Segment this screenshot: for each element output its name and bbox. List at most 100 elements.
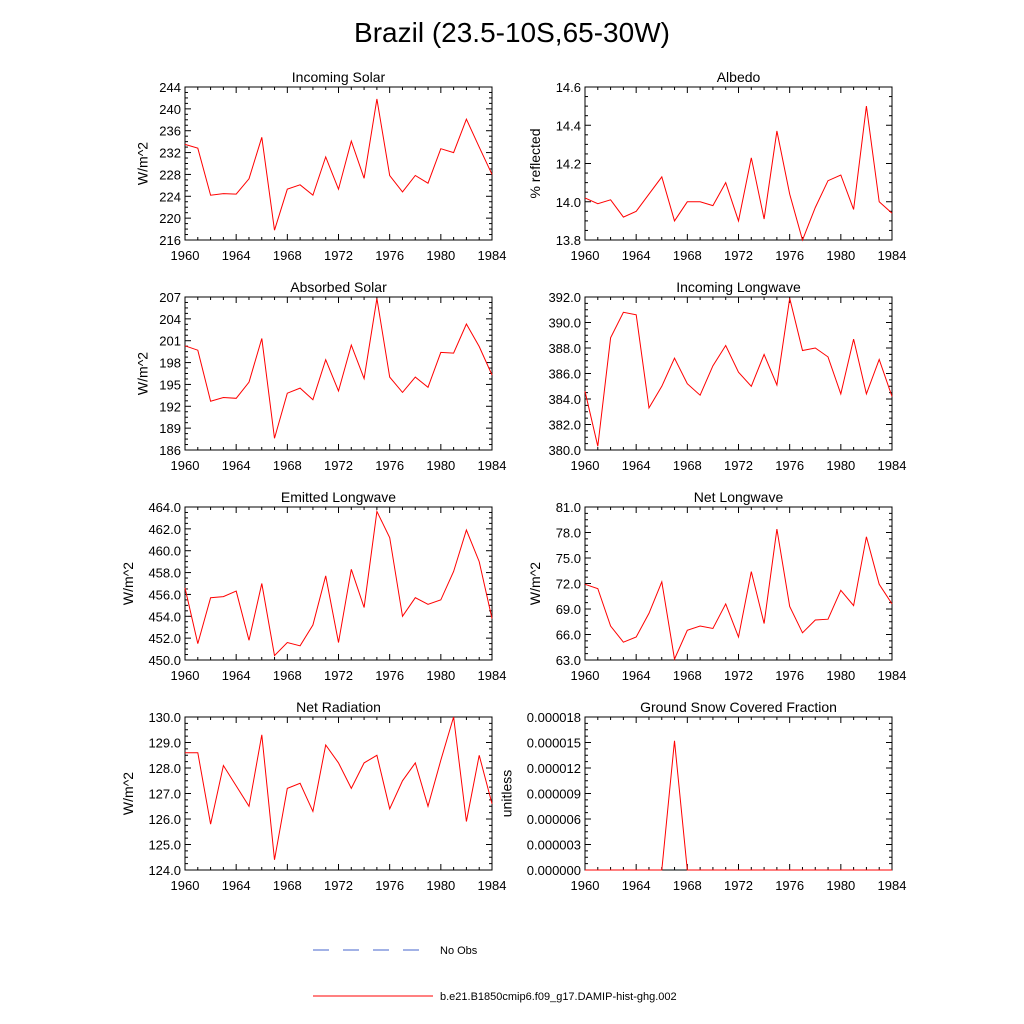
y-tick-label: 232 bbox=[159, 146, 181, 161]
y-tick-label: 192 bbox=[159, 399, 181, 414]
panel-title: Incoming Solar bbox=[292, 69, 386, 85]
y-tick-label: 0.000003 bbox=[527, 838, 581, 853]
y-tick-label: 195 bbox=[159, 377, 181, 392]
y-axis-label: unitless bbox=[498, 770, 514, 817]
y-tick-label: 13.8 bbox=[556, 233, 581, 248]
panel-5: 1960 1964 1968 1972 1976 1980 1984 63.0 66.0 69.0… bbox=[527, 489, 906, 683]
x-tick-label: 1960 bbox=[171, 458, 200, 473]
y-tick-label: 390.0 bbox=[548, 316, 581, 331]
y-tick-label: 72.0 bbox=[556, 577, 581, 592]
y-tick-label: 14.6 bbox=[556, 80, 581, 95]
plot-frame bbox=[184, 86, 493, 241]
panel-title: Albedo bbox=[717, 69, 761, 85]
y-tick-label: 128.0 bbox=[148, 761, 181, 776]
x-tick-label: 1960 bbox=[571, 878, 600, 893]
panel-4: 1960 1964 1968 1972 1976 1980 1984 450.0 452.0 45… bbox=[120, 489, 506, 683]
x-tick-label: 1976 bbox=[775, 458, 804, 473]
x-tick-label: 1980 bbox=[426, 248, 455, 263]
y-tick-label: 78.0 bbox=[556, 526, 581, 541]
panel-3: 1960 1964 1968 1972 1976 1980 1984 380.0 382.0 38… bbox=[548, 279, 906, 473]
y-tick-label: 244 bbox=[159, 80, 181, 95]
y-axis-label: W/m^2 bbox=[527, 562, 543, 605]
x-tick-label: 1972 bbox=[724, 878, 753, 893]
y-tick-label: 127.0 bbox=[148, 787, 181, 802]
x-tick-label: 1976 bbox=[775, 668, 804, 683]
y-tick-label: 129.0 bbox=[148, 736, 181, 751]
y-tick-label: 392.0 bbox=[548, 290, 581, 305]
y-tick-label: 75.0 bbox=[556, 551, 581, 566]
x-tick-label: 1976 bbox=[775, 248, 804, 263]
y-axis-label: W/m^2 bbox=[120, 562, 136, 605]
x-tick-label: 1964 bbox=[622, 878, 651, 893]
x-tick-label: 1984 bbox=[878, 668, 907, 683]
x-tick-label: 1972 bbox=[324, 668, 353, 683]
x-tick-label: 1984 bbox=[478, 248, 507, 263]
series-line bbox=[184, 509, 493, 657]
panel-6: 1960 1964 1968 1972 1976 1980 1984 124.0 125.0 12… bbox=[120, 699, 506, 893]
panel-7: 1960 1964 1968 1972 1976 1980 1984 0.000000 0.00… bbox=[498, 699, 906, 893]
series-line bbox=[584, 298, 893, 447]
y-tick-label: 236 bbox=[159, 124, 181, 139]
plot-frame bbox=[184, 296, 493, 451]
series-line bbox=[184, 298, 493, 439]
y-tick-label: 0.000000 bbox=[527, 863, 581, 878]
panel-title: Absorbed Solar bbox=[290, 279, 387, 295]
x-tick-label: 1960 bbox=[171, 248, 200, 263]
x-tick-label: 1968 bbox=[273, 458, 302, 473]
y-tick-label: 81.0 bbox=[556, 500, 581, 515]
y-tick-label: 388.0 bbox=[548, 341, 581, 356]
y-axis-label: % reflected bbox=[527, 128, 543, 198]
panels: 1960 1964 1968 1972 1976 1980 1984 216 220 224 228… bbox=[120, 69, 906, 893]
panel-1: 1960 1964 1968 1972 1976 1980 1984 13.8 14.0 14.2… bbox=[527, 69, 906, 263]
y-tick-label: 454.0 bbox=[148, 609, 181, 624]
y-tick-label: 0.000015 bbox=[527, 736, 581, 751]
x-tick-label: 1968 bbox=[673, 458, 702, 473]
y-tick-label: 204 bbox=[159, 312, 181, 327]
y-tick-label: 130.0 bbox=[148, 710, 181, 725]
y-tick-label: 126.0 bbox=[148, 812, 181, 827]
x-tick-label: 1972 bbox=[324, 458, 353, 473]
x-tick-label: 1964 bbox=[622, 248, 651, 263]
y-tick-label: 0.000012 bbox=[527, 761, 581, 776]
panel-title: Incoming Longwave bbox=[676, 279, 801, 295]
y-tick-label: 224 bbox=[159, 189, 181, 204]
x-tick-label: 1964 bbox=[222, 668, 251, 683]
y-axis-label: W/m^2 bbox=[120, 772, 136, 815]
x-tick-label: 1976 bbox=[775, 878, 804, 893]
series-line bbox=[185, 716, 493, 860]
x-tick-label: 1980 bbox=[826, 878, 855, 893]
y-tick-label: 207 bbox=[159, 290, 181, 305]
x-tick-label: 1980 bbox=[426, 458, 455, 473]
y-tick-label: 69.0 bbox=[556, 602, 581, 617]
y-tick-label: 124.0 bbox=[148, 863, 181, 878]
x-tick-label: 1984 bbox=[878, 458, 907, 473]
x-tick-label: 1968 bbox=[673, 248, 702, 263]
y-tick-label: 216 bbox=[159, 233, 181, 248]
x-tick-label: 1972 bbox=[324, 878, 353, 893]
x-tick-label: 1980 bbox=[826, 458, 855, 473]
y-tick-label: 0.000006 bbox=[527, 812, 581, 827]
y-tick-label: 458.0 bbox=[148, 566, 181, 581]
y-tick-label: 462.0 bbox=[148, 522, 181, 537]
y-tick-label: 452.0 bbox=[148, 631, 181, 646]
y-tick-label: 240 bbox=[159, 102, 181, 117]
y-tick-label: 450.0 bbox=[148, 653, 181, 668]
y-tick-label: 66.0 bbox=[556, 628, 581, 643]
x-tick-label: 1972 bbox=[724, 668, 753, 683]
x-tick-label: 1976 bbox=[375, 458, 404, 473]
y-tick-label: 201 bbox=[159, 334, 181, 349]
series-line bbox=[585, 740, 892, 871]
x-tick-label: 1984 bbox=[478, 878, 507, 893]
x-tick-label: 1972 bbox=[724, 458, 753, 473]
panel-title: Net Radiation bbox=[296, 699, 381, 715]
plot-frame bbox=[184, 716, 493, 871]
series-line bbox=[184, 98, 493, 231]
x-tick-label: 1960 bbox=[571, 248, 600, 263]
y-tick-label: 125.0 bbox=[148, 838, 181, 853]
y-tick-label: 14.0 bbox=[556, 195, 581, 210]
x-tick-label: 1964 bbox=[222, 458, 251, 473]
x-tick-label: 1960 bbox=[171, 878, 200, 893]
y-tick-label: 63.0 bbox=[556, 653, 581, 668]
x-tick-label: 1972 bbox=[324, 248, 353, 263]
